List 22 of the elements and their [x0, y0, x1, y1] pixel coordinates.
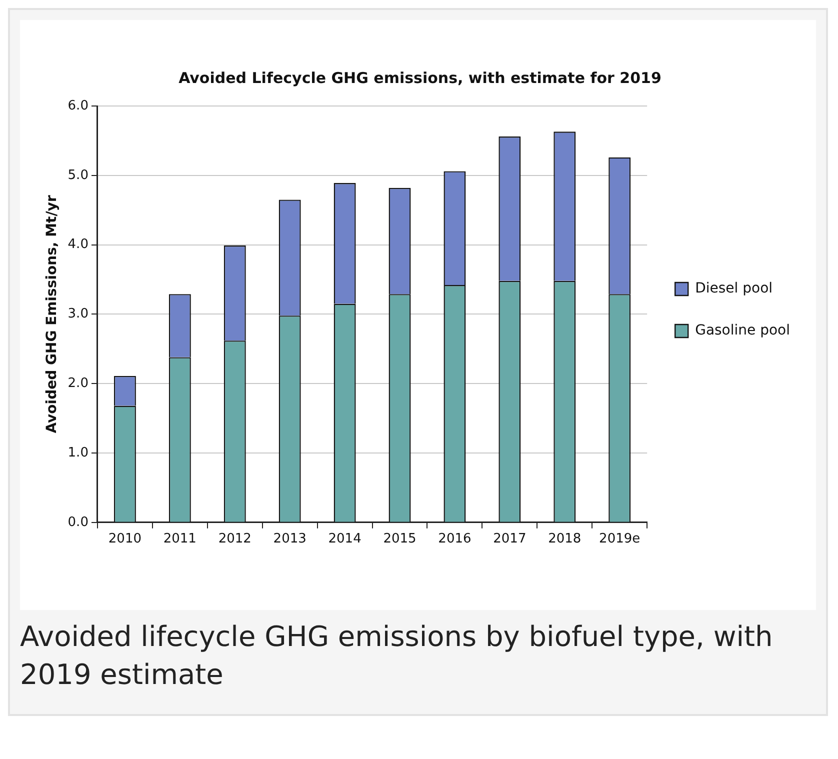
- x-tick-label: 2019e: [599, 532, 640, 547]
- y-tick-label: 2.0: [68, 376, 88, 391]
- text: Avoided lifecycle GHG emissions by biofuel type, with 2019 estimate: [20, 619, 774, 693]
- x-tick-label: 2016: [438, 532, 472, 547]
- y-tick-label: 5.0: [68, 168, 88, 183]
- x-tick-label: 2012: [218, 532, 252, 547]
- y-tick-label: 4.0: [68, 237, 88, 252]
- x-tick-label: 2011: [163, 532, 196, 547]
- y-tick-label: 0.0: [68, 514, 88, 530]
- x-tick-label: 2017: [493, 532, 526, 547]
- legend-label: Diesel pool: [695, 280, 773, 297]
- chart-title: Avoided Lifecycle GHG emissions, with estimate for 2019: [178, 68, 662, 87]
- x-tick-label: 2015: [383, 532, 416, 547]
- legend-label: Gasoline pool: [695, 322, 790, 339]
- x-tick-label: 2014: [328, 532, 362, 547]
- y-tick-label: 3.0: [68, 306, 88, 322]
- x-tick-label: 2018: [548, 532, 582, 547]
- x-tick-label: 2010: [108, 532, 142, 547]
- y-tick-label: 1.0: [68, 445, 88, 460]
- y-tick-label: 6.0: [68, 98, 88, 114]
- y-axis-title: Avoided GHG Emissions, Mt/yr: [44, 195, 60, 434]
- x-tick-label: 2013: [273, 532, 306, 547]
